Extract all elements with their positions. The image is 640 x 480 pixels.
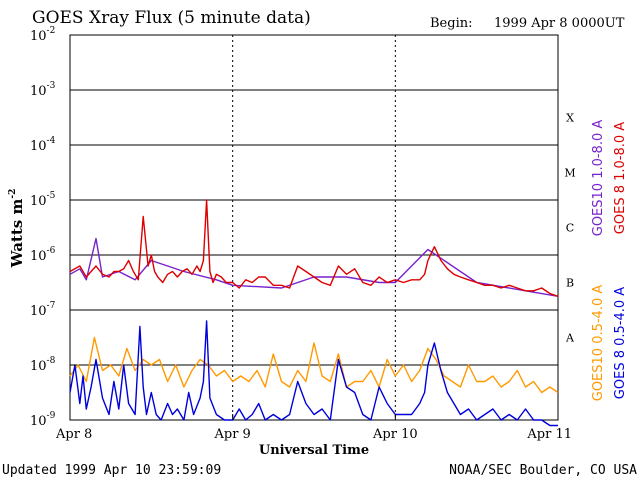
series-line-0 xyxy=(69,199,559,297)
y-tick-label: 10-8 xyxy=(30,356,56,374)
x-axis-title: Universal Time xyxy=(259,443,369,458)
footer-source: NOAA/SEC Boulder, CO USA xyxy=(449,463,637,478)
legend-item: GOES 8 0.5-4.0 A xyxy=(613,287,628,399)
y-axis-ticks: 10-2 10-3 10-4 10-5 10-6 10-7 10-8 10-9 xyxy=(30,26,76,429)
y-axis-title-base: Watts m xyxy=(8,199,26,269)
y-tick-label: 10-3 xyxy=(30,81,56,99)
x-tick-label: Apr 11 xyxy=(526,427,572,442)
legend-label: GOES 8 1.0-8.0 A xyxy=(613,122,628,234)
legend-item: GOES10 1.0-8.0 A xyxy=(591,120,606,237)
series-group xyxy=(69,199,559,427)
legend: GOES 8 1.0-8.0 A GOES10 1.0-8.0 A GOES 8 0… xyxy=(591,120,628,402)
legend-label: GOES10 1.0-8.0 A xyxy=(591,120,606,237)
begin-value: 1999 Apr 8 0000UT xyxy=(494,16,625,31)
legend-label: GOES 8 0.5-4.0 A xyxy=(613,287,628,399)
y-tick-label: 10-9 xyxy=(30,411,56,429)
flare-class-labels: X M C B A xyxy=(564,112,575,345)
flare-class-label: C xyxy=(566,222,574,235)
series-line-2 xyxy=(69,336,559,394)
series-line-3 xyxy=(69,320,558,427)
x-tick-label: Apr 8 xyxy=(55,427,92,442)
x-axis-ticks: Apr 8 Apr 9 Apr 10 Apr 11 xyxy=(55,414,572,442)
grid xyxy=(70,35,558,420)
y-tick-label: 10-5 xyxy=(30,191,56,209)
x-tick-label: Apr 9 xyxy=(214,427,251,442)
y-axis-title-exp: -2 xyxy=(8,189,18,199)
y-axis-title: Watts m-2 xyxy=(8,189,26,269)
legend-item: GOES10 0.5-4.0 A xyxy=(591,285,606,402)
legend-label: GOES10 0.5-4.0 A xyxy=(591,285,606,402)
y-tick-label: 10-6 xyxy=(30,246,56,264)
y-tick-label: 10-7 xyxy=(30,301,56,319)
chart-title: GOES Xray Flux (5 minute data) xyxy=(32,8,311,28)
flare-class-label: B xyxy=(566,277,574,290)
plot-frame xyxy=(69,34,559,421)
legend-item: GOES 8 1.0-8.0 A xyxy=(613,122,628,234)
y-tick-label: 10-2 xyxy=(30,26,55,44)
y-axis-title-group: Watts m-2 xyxy=(8,189,26,269)
footer-updated: Updated 1999 Apr 10 23:59:09 xyxy=(2,463,221,478)
flare-class-label: M xyxy=(564,167,575,180)
flare-class-label: X xyxy=(566,112,574,125)
y-tick-label: 10-4 xyxy=(30,136,56,154)
begin-label: Begin: xyxy=(430,16,472,31)
series-line-1 xyxy=(69,237,559,297)
x-tick-label: Apr 10 xyxy=(372,427,418,442)
flare-class-label: A xyxy=(565,332,575,345)
